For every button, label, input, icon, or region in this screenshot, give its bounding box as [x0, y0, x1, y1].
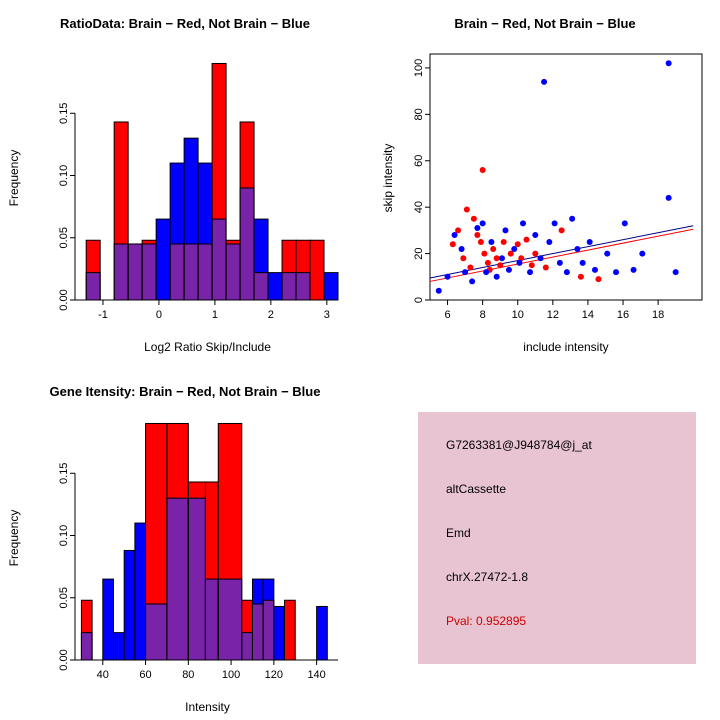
svg-text:0.15: 0.15	[58, 463, 70, 484]
svg-text:14: 14	[582, 309, 594, 321]
gene-histogram-ylabel: Frequency	[7, 509, 21, 567]
panel-gene-histogram: 40 60 80 100 120 140 0.00 0.05 0.10 0.15 Gene Ite…	[0, 360, 360, 720]
svg-text:0.05: 0.05	[58, 587, 70, 608]
axes: -1 0 1 2 3 0.00 0.05 0.10 0.15	[58, 103, 338, 321]
svg-text:40: 40	[97, 669, 109, 681]
svg-text:12: 12	[547, 309, 559, 321]
scatter-plot-canvas: 6 8 10 12 14 16 18 0 20 40 60 80 100	[413, 53, 703, 321]
svg-text:0: 0	[156, 309, 162, 321]
histogram-bars	[80, 422, 328, 661]
gene-histogram-canvas: 40 60 80 100 120 140 0.00 0.05 0.10 0.15	[58, 422, 338, 681]
svg-text:6: 6	[444, 309, 450, 321]
svg-text:140: 140	[307, 669, 325, 681]
svg-text:0: 0	[413, 297, 425, 303]
svg-text:120: 120	[265, 669, 283, 681]
points-blue	[435, 60, 679, 294]
ratio-histogram-ylabel: Frequency	[7, 149, 21, 207]
histogram-bars	[85, 62, 339, 301]
svg-text:16: 16	[617, 309, 629, 321]
svg-text:40: 40	[413, 201, 425, 213]
panel-info: G7263381@J948784@j_at altCassette Emd chrX.…	[360, 360, 720, 720]
svg-text:20: 20	[413, 247, 425, 259]
points-red	[449, 167, 602, 283]
svg-text:0.15: 0.15	[58, 103, 70, 124]
info-line: chrX.27472-1.8	[446, 570, 529, 584]
svg-text:80: 80	[182, 669, 194, 681]
svg-text:2: 2	[268, 309, 274, 321]
gene-histogram-xlabel: Intensity	[185, 700, 230, 714]
scatter-title: Brain − Red, Not Brain − Blue	[454, 16, 636, 31]
svg-text:8: 8	[480, 309, 486, 321]
svg-text:0.00: 0.00	[58, 649, 70, 670]
panel-ratio-histogram: -1 0 1 2 3 0.00 0.05 0.10 0.15 RatioData: Brain …	[0, 0, 360, 360]
svg-text:80: 80	[413, 108, 425, 120]
svg-text:100: 100	[222, 669, 240, 681]
svg-text:0.00: 0.00	[58, 289, 70, 310]
svg-text:3: 3	[324, 309, 330, 321]
ratio-histogram-canvas: -1 0 1 2 3 0.00 0.05 0.10 0.15	[58, 62, 339, 321]
scatter-ylabel: skip intensity	[381, 143, 395, 213]
svg-text:100: 100	[413, 59, 425, 77]
info-line: altCassette	[446, 482, 507, 496]
gene-histogram-title: Gene Itensity: Brain − Red, Not Brain − …	[49, 384, 321, 399]
svg-text:60: 60	[139, 669, 151, 681]
scatter-xlabel: include intensity	[523, 340, 609, 354]
info-box: G7263381@J948784@j_at altCassette Emd chrX.…	[418, 412, 696, 664]
svg-text:0.10: 0.10	[58, 165, 70, 186]
svg-text:18: 18	[652, 309, 664, 321]
ratio-histogram-xlabel: Log2 Ratio Skip/Include	[144, 340, 271, 354]
info-line: G7263381@J948784@j_at	[446, 438, 592, 452]
svg-text:60: 60	[413, 155, 425, 167]
fit-lines	[429, 225, 694, 282]
svg-text:0.05: 0.05	[58, 227, 70, 248]
svg-text:10: 10	[512, 309, 524, 321]
info-line: Emd	[446, 526, 471, 540]
svg-text:-1: -1	[98, 309, 108, 321]
info-line: Pval: 0.952895	[446, 614, 527, 628]
axes: 6 8 10 12 14 16 18 0 20 40 60 80 100	[413, 53, 703, 321]
ratio-histogram-title: RatioData: Brain − Red, Not Brain − Blue	[60, 16, 310, 31]
svg-text:1: 1	[212, 309, 218, 321]
panel-scatter: 6 8 10 12 14 16 18 0 20 40 60 80 100 Brain − Red, No…	[360, 0, 720, 360]
axes: 40 60 80 100 120 140 0.00 0.05 0.10 0.15	[58, 463, 338, 681]
svg-text:0.10: 0.10	[58, 525, 70, 546]
